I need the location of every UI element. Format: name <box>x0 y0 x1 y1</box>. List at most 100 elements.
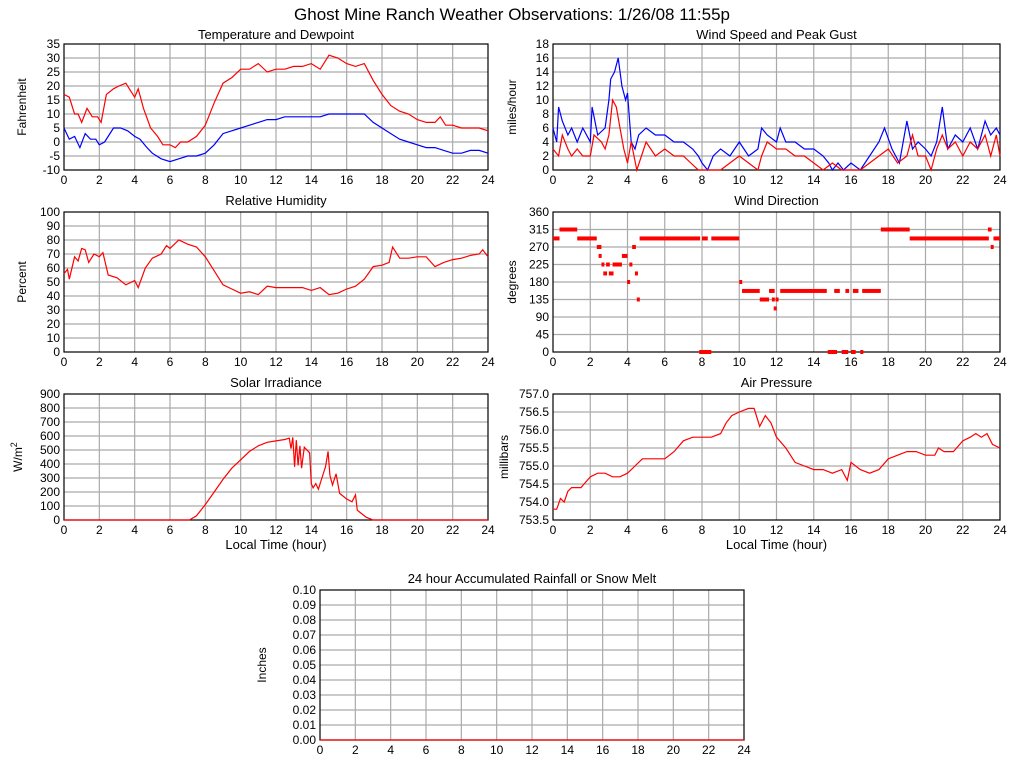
y-tick-label: 0.03 <box>293 688 317 702</box>
x-tick-label: 18 <box>375 355 389 369</box>
x-tick-label: 8 <box>202 173 209 187</box>
y-tick-label: 10 <box>47 107 61 121</box>
y-tick-label: 400 <box>40 457 60 471</box>
x-tick-label: 12 <box>269 173 283 187</box>
x-tick-label: 6 <box>167 523 174 537</box>
y-tick-label: 8 <box>542 107 549 121</box>
x-tick-label: 4 <box>131 523 138 537</box>
x-tick-label: 14 <box>305 523 319 537</box>
y-axis-label: Percent <box>15 261 29 303</box>
x-tick-label: 24 <box>993 355 1007 369</box>
x-tick-label: 6 <box>661 355 668 369</box>
x-tick-label: 12 <box>269 523 283 537</box>
y-tick-label: 755.0 <box>519 459 549 473</box>
wind-direction-point <box>559 227 578 232</box>
wind-direction-point <box>827 350 838 354</box>
x-tick-label: 20 <box>919 355 933 369</box>
plot-frame <box>63 393 489 521</box>
y-tick-label: 755.5 <box>519 441 549 455</box>
y-tick-label: 753.5 <box>519 513 549 527</box>
y-axis-label: millibars <box>497 435 511 479</box>
x-tick-label: 10 <box>733 173 747 187</box>
wind-direction-point <box>769 288 775 293</box>
wind-direction-point <box>739 280 743 284</box>
y-tick-label: 30 <box>47 303 61 317</box>
x-tick-label: 12 <box>770 355 784 369</box>
y-tick-label: 315 <box>529 223 549 237</box>
x-tick-label: 4 <box>624 355 631 369</box>
y-tick-label: 0 <box>542 345 549 359</box>
x-tick-label: 4 <box>131 355 138 369</box>
x-tick-label: 10 <box>234 355 248 369</box>
x-tick-label: 24 <box>993 173 1007 187</box>
x-tick-label: 2 <box>96 355 103 369</box>
y-tick-label: 0.02 <box>293 703 317 717</box>
y-tick-label: 756.5 <box>519 405 549 419</box>
y-tick-label: 25 <box>47 65 61 79</box>
x-tick-label: 20 <box>919 523 933 537</box>
x-tick-label: 8 <box>202 523 209 537</box>
x-tick-label: 6 <box>661 173 668 187</box>
wind-direction-point <box>759 297 770 302</box>
y-tick-label: 10 <box>47 331 61 345</box>
y-tick-label: 6 <box>542 121 549 135</box>
y-tick-label: 80 <box>47 233 61 247</box>
wind-direction-point <box>742 288 760 293</box>
x-tick-label: 16 <box>340 355 354 369</box>
x-tick-label: 0 <box>550 355 557 369</box>
wind-direction-point <box>711 236 740 241</box>
y-tick-label: 0.09 <box>293 598 317 612</box>
wind-direction-point <box>632 245 636 249</box>
y-axis-label: Fahrenheit <box>15 78 29 136</box>
y-tick-label: 35 <box>47 37 61 51</box>
y-axis-label-text: W/m <box>11 447 25 472</box>
y-tick-label: 0.10 <box>293 583 317 597</box>
x-tick-label: 20 <box>667 743 681 757</box>
y-tick-label: 0.05 <box>293 658 317 672</box>
series-solar-irradiance-line <box>64 437 488 521</box>
x-tick-label: 14 <box>305 355 319 369</box>
x-tick-label: 20 <box>919 173 933 187</box>
x-tick-label: 18 <box>882 173 896 187</box>
wind-direction-point <box>704 236 708 241</box>
y-tick-label: 700 <box>40 415 60 429</box>
y-axis-label-text: Fahrenheit <box>15 78 29 136</box>
x-tick-label: 6 <box>423 743 430 757</box>
wind-direction-point <box>773 306 777 311</box>
y-tick-label: 754.5 <box>519 477 549 491</box>
x-tick-label: 8 <box>458 743 465 757</box>
y-tick-label: 0.08 <box>293 613 317 627</box>
y-axis-label-text: Percent <box>15 261 29 303</box>
x-tick-label: 0 <box>550 523 557 537</box>
y-tick-label: 600 <box>40 429 60 443</box>
wind-direction-point <box>702 236 705 241</box>
x-tick-label: 24 <box>737 743 751 757</box>
x-tick-label: 20 <box>411 355 425 369</box>
wind-direction-point <box>993 236 1000 241</box>
x-tick-label: 22 <box>446 523 460 537</box>
x-tick-label: 10 <box>234 173 248 187</box>
x-tick-label: 16 <box>340 173 354 187</box>
x-axis-label: Local Time (hour) <box>225 537 326 552</box>
x-tick-label: 16 <box>340 523 354 537</box>
y-axis-label: W/m2 <box>9 442 25 472</box>
x-tick-label: 20 <box>411 523 425 537</box>
x-tick-label: 16 <box>844 355 858 369</box>
page-title: Ghost Mine Ranch Weather Observations: 1… <box>294 5 730 24</box>
chart-title: Wind Direction <box>734 193 819 208</box>
wind-direction-point <box>841 350 849 354</box>
x-axis-label: Local Time (hour) <box>726 537 827 552</box>
y-tick-label: 14 <box>536 65 550 79</box>
plot-frame <box>63 211 489 353</box>
y-tick-label: 0 <box>53 513 60 527</box>
y-axis-label: degrees <box>505 260 519 303</box>
x-tick-label: 14 <box>807 173 821 187</box>
y-tick-label: 0.06 <box>293 643 317 657</box>
wind-direction-point <box>601 262 605 267</box>
plot-frame <box>63 43 489 171</box>
x-tick-label: 8 <box>202 355 209 369</box>
wind-direction-point <box>636 297 640 302</box>
